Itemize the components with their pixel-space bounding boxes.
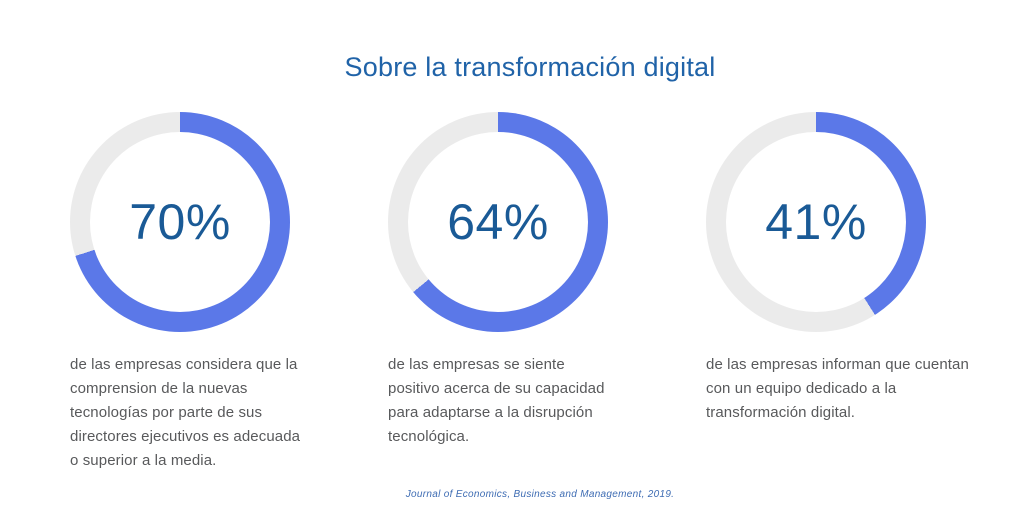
donut-chart-3: 41%	[706, 112, 926, 332]
chart-column-3: 41% de las empresas informan que cuentan…	[706, 112, 986, 473]
donut-chart-2: 64%	[388, 112, 608, 332]
chart-column-1: 70% de las empresas considera que la com…	[70, 112, 350, 473]
percent-label-1: 70%	[129, 194, 231, 250]
donut-hole-2	[408, 132, 588, 312]
chart-description-1: de las empresas considera que la compren…	[70, 356, 301, 469]
donut-hole-1	[90, 132, 270, 312]
chart-description-2: de las empresas se siente positivo acerc…	[388, 356, 605, 445]
percent-label-2: 64%	[447, 194, 549, 250]
donut-hole-3	[726, 132, 906, 312]
charts-row: 70% de las empresas considera que la com…	[70, 112, 986, 473]
source-citation: Journal of Economics, Business and Manag…	[405, 489, 675, 500]
page-title: Sobre la transformación digital	[344, 52, 716, 82]
percent-label-3: 41%	[765, 194, 867, 250]
chart-column-2: 64% de las empresas se siente positivo a…	[388, 112, 668, 473]
donut-chart-1: 70%	[70, 112, 290, 332]
chart-description-3: de las empresas informan que cuentan con…	[706, 356, 969, 421]
